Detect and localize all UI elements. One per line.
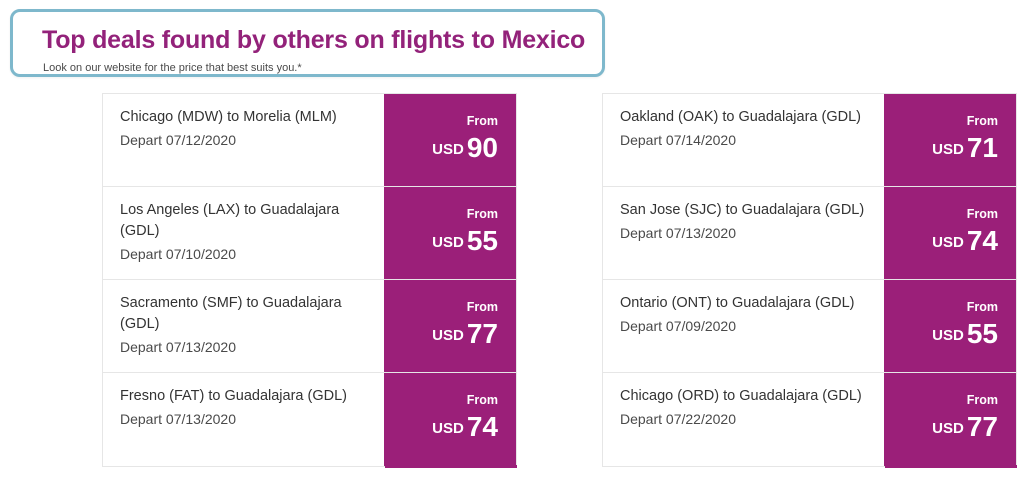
deal-info: Chicago (MDW) to Morelia (MLM) Depart 07…: [120, 107, 370, 148]
deal-card[interactable]: Fresno (FAT) to Guadalajara (GDL) Depart…: [103, 373, 516, 466]
price-from-label: From: [966, 207, 998, 221]
deal-info: Sacramento (SMF) to Guadalajara (GDL) De…: [120, 293, 370, 355]
price-from-label: From: [966, 393, 998, 407]
deal-depart-date: Depart 07/10/2020: [120, 246, 236, 262]
deal-info: San Jose (SJC) to Guadalajara (GDL) Depa…: [620, 200, 870, 241]
price-amount: USD 74: [932, 225, 998, 257]
deal-depart-date: Depart 07/13/2020: [120, 411, 236, 427]
deal-route: San Jose (SJC) to Guadalajara (GDL): [620, 202, 865, 218]
deals-column-left: Chicago (MDW) to Morelia (MLM) Depart 07…: [102, 93, 517, 467]
deal-card[interactable]: Chicago (MDW) to Morelia (MLM) Depart 07…: [103, 94, 516, 187]
deal-depart-date: Depart 07/14/2020: [620, 132, 736, 148]
deal-card[interactable]: Chicago (ORD) to Guadalajara (GDL) Depar…: [603, 373, 1016, 466]
price-from-label: From: [466, 207, 498, 221]
price-amount: USD 55: [932, 318, 998, 350]
deal-route: Oakland (OAK) to Guadalajara (GDL): [620, 109, 861, 125]
price-currency: USD: [932, 141, 964, 158]
price-currency: USD: [432, 327, 464, 344]
price-value: 74: [966, 225, 998, 256]
price-amount: USD 74: [432, 411, 498, 443]
deal-route: Los Angeles (LAX) to Guadalajara (GDL): [120, 202, 340, 239]
page-subtitle: Look on our website for the price that b…: [43, 62, 302, 74]
deal-route: Sacramento (SMF) to Guadalajara (GDL): [120, 295, 342, 332]
next-card-edge: [385, 465, 517, 468]
price-from-label: From: [966, 114, 998, 128]
deal-depart-date: Depart 07/12/2020: [120, 132, 236, 148]
price-currency: USD: [432, 141, 464, 158]
deal-route: Fresno (FAT) to Guadalajara (GDL): [120, 388, 347, 404]
price-amount: USD 77: [432, 318, 498, 350]
deal-card[interactable]: San Jose (SJC) to Guadalajara (GDL) Depa…: [603, 187, 1016, 280]
price-currency: USD: [432, 420, 464, 437]
deal-card[interactable]: Oakland (OAK) to Guadalajara (GDL) Depar…: [603, 94, 1016, 187]
price-value: 77: [966, 411, 998, 442]
next-card-edge: [885, 465, 1017, 468]
price-currency: USD: [932, 420, 964, 437]
deal-route: Ontario (ONT) to Guadalajara (GDL): [620, 295, 855, 311]
deal-card[interactable]: Ontario (ONT) to Guadalajara (GDL) Depar…: [603, 280, 1016, 373]
deal-route: Chicago (MDW) to Morelia (MLM): [120, 109, 337, 125]
price-from-label: From: [466, 114, 498, 128]
deal-depart-date: Depart 07/22/2020: [620, 411, 736, 427]
deal-depart-date: Depart 07/13/2020: [120, 339, 236, 355]
header-highlight-box: Top deals found by others on flights to …: [10, 9, 605, 77]
price-from-label: From: [966, 300, 998, 314]
page-title: Top deals found by others on flights to …: [42, 26, 586, 54]
deal-depart-date: Depart 07/13/2020: [620, 225, 736, 241]
deal-price-box[interactable]: From USD 90: [384, 94, 516, 186]
deals-column-right: Oakland (OAK) to Guadalajara (GDL) Depar…: [602, 93, 1017, 467]
price-amount: USD 90: [432, 132, 498, 164]
deal-price-box[interactable]: From USD 55: [384, 187, 516, 279]
deal-card[interactable]: Los Angeles (LAX) to Guadalajara (GDL) D…: [103, 187, 516, 280]
deal-price-box[interactable]: From USD 74: [884, 187, 1016, 279]
price-value: 55: [966, 318, 998, 349]
deal-card[interactable]: Sacramento (SMF) to Guadalajara (GDL) De…: [103, 280, 516, 373]
deal-price-box[interactable]: From USD 71: [884, 94, 1016, 186]
deal-price-box[interactable]: From USD 77: [884, 373, 1016, 466]
deal-price-box[interactable]: From USD 77: [384, 280, 516, 372]
price-amount: USD 55: [432, 225, 498, 257]
deal-price-box[interactable]: From USD 55: [884, 280, 1016, 372]
deal-info: Fresno (FAT) to Guadalajara (GDL) Depart…: [120, 386, 370, 427]
deal-price-box[interactable]: From USD 74: [384, 373, 516, 466]
price-value: 90: [466, 132, 498, 163]
price-currency: USD: [932, 234, 964, 251]
price-from-label: From: [466, 393, 498, 407]
price-currency: USD: [932, 327, 964, 344]
price-amount: USD 77: [932, 411, 998, 443]
deal-route: Chicago (ORD) to Guadalajara (GDL): [620, 388, 862, 404]
price-value: 55: [466, 225, 498, 256]
deal-depart-date: Depart 07/09/2020: [620, 318, 736, 334]
price-value: 71: [966, 132, 998, 163]
price-value: 74: [466, 411, 498, 442]
price-amount: USD 71: [932, 132, 998, 164]
deal-info: Los Angeles (LAX) to Guadalajara (GDL) D…: [120, 200, 370, 262]
deal-info: Chicago (ORD) to Guadalajara (GDL) Depar…: [620, 386, 870, 427]
deal-info: Oakland (OAK) to Guadalajara (GDL) Depar…: [620, 107, 870, 148]
deal-info: Ontario (ONT) to Guadalajara (GDL) Depar…: [620, 293, 870, 334]
price-from-label: From: [466, 300, 498, 314]
price-value: 77: [466, 318, 498, 349]
price-currency: USD: [432, 234, 464, 251]
